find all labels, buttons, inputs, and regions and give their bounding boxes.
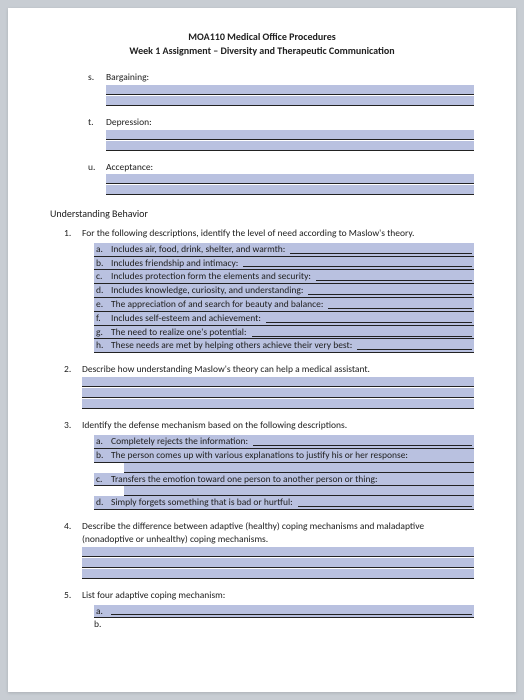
item-label: Depression: [106, 116, 152, 129]
answer-blank[interactable] [328, 300, 472, 309]
page-header: MOA110 Medical Office Procedures Week 1 … [50, 30, 474, 57]
question-number: 3. [64, 419, 76, 432]
item-t: t. Depression: [88, 116, 474, 151]
question-number: 4. [64, 520, 76, 533]
worksheet-page: MOA110 Medical Office Procedures Week 1 … [8, 8, 516, 692]
q1-item-a: a.Includes air, food, drink, shelter, an… [94, 243, 474, 257]
answer-blank[interactable] [316, 272, 472, 281]
section-heading: Understanding Behavior [50, 207, 474, 221]
question-number: 1. [64, 227, 76, 240]
q1-item-b: b.Includes friendship and intimacy: [94, 257, 474, 271]
item-label: Acceptance: [106, 161, 153, 174]
answer-line[interactable] [124, 463, 474, 473]
answer-blank[interactable] [252, 328, 472, 337]
item-letter: t. [88, 116, 98, 129]
answer-line[interactable] [82, 569, 474, 579]
answer-line[interactable] [106, 130, 474, 140]
question-2: 2. Describe how understanding Maslow's t… [64, 363, 474, 409]
answer-line[interactable] [82, 377, 474, 387]
q5-item-b: b. [94, 618, 474, 631]
answer-blank[interactable] [290, 245, 472, 254]
q5-item-a: a. [94, 605, 474, 619]
item-s: s. Bargaining: [88, 71, 474, 106]
header-title: MOA110 Medical Office Procedures [50, 30, 474, 44]
answer-line[interactable] [82, 388, 474, 398]
q1-items: a.Includes air, food, drink, shelter, an… [94, 243, 474, 354]
q3-item-d: d.Simply forgets something that is bad o… [94, 496, 474, 510]
answer-line[interactable] [82, 547, 474, 557]
answer-line[interactable] [106, 185, 474, 195]
answer-line[interactable] [106, 141, 474, 151]
q1-item-g: g.The need to realize one's potential: [94, 326, 474, 340]
question-4: 4. Describe the difference between adapt… [64, 520, 474, 579]
item-u: u. Acceptance: [88, 161, 474, 196]
q5-items: a. b. [94, 605, 474, 632]
answer-blank[interactable] [266, 314, 472, 323]
answer-line[interactable] [124, 486, 474, 496]
question-text: Identify the defense mechanism based on … [82, 419, 474, 432]
answer-blank[interactable] [243, 258, 472, 267]
answer-line[interactable] [82, 399, 474, 409]
item-letter: s. [88, 71, 98, 84]
answer-blank[interactable] [308, 286, 472, 295]
q1-item-e: e.The appreciation of and search for bea… [94, 298, 474, 312]
answer-line[interactable] [82, 558, 474, 568]
q1-item-c: c.Includes protection form the elements … [94, 270, 474, 284]
q3-item-c: c.Transfers the emotion toward one perso… [94, 473, 474, 487]
answer-line[interactable] [106, 96, 474, 106]
answer-blank[interactable] [253, 437, 472, 446]
question-text: Describe the difference between adaptive… [82, 520, 474, 546]
question-text: For the following descriptions, identify… [82, 227, 474, 240]
question-number: 5. [64, 589, 76, 602]
q3-item-a: a.Completely rejects the information: [94, 435, 474, 449]
answer-blank[interactable] [357, 341, 472, 350]
q1-item-f: f.Includes self-esteem and achievement: [94, 312, 474, 326]
question-text: List four adaptive coping mechanism: [82, 589, 474, 602]
question-text: Describe how understanding Maslow's theo… [82, 363, 474, 376]
item-letter: u. [88, 161, 98, 174]
q1-item-h: h.These needs are met by helping others … [94, 339, 474, 353]
answer-blank[interactable] [298, 498, 472, 507]
answer-line[interactable] [106, 174, 474, 184]
question-3: 3. Identify the defense mechanism based … [64, 419, 474, 510]
item-label: Bargaining: [106, 71, 149, 84]
question-5: 5. List four adaptive coping mechanism: … [64, 589, 474, 631]
answer-blank[interactable] [111, 606, 472, 615]
q1-item-d: d.Includes knowledge, curiosity, and und… [94, 284, 474, 298]
question-1: 1. For the following descriptions, ident… [64, 227, 474, 353]
q3-items: a.Completely rejects the information: b.… [94, 435, 474, 510]
header-subtitle: Week 1 Assignment – Diversity and Therap… [50, 44, 474, 58]
question-number: 2. [64, 363, 76, 376]
answer-line[interactable] [106, 85, 474, 95]
q3-item-b: b.The person comes up with various expla… [94, 449, 474, 463]
